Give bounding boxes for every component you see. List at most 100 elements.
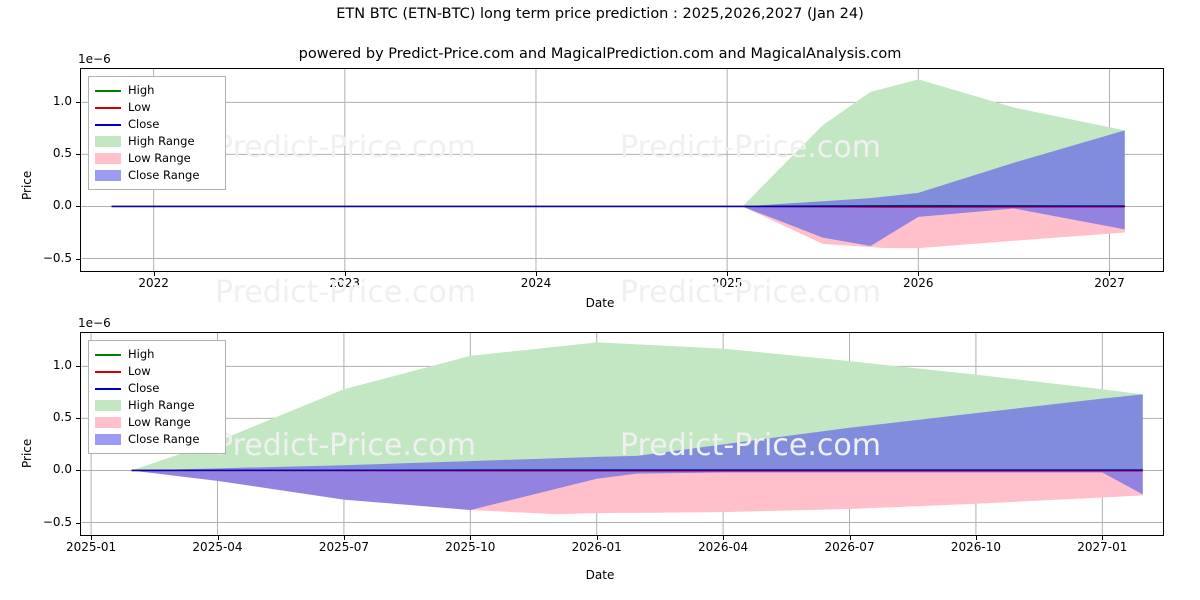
bottom-legend-label: Low Range (128, 415, 191, 429)
top-x-tickmark (153, 272, 155, 276)
bottom-y-tick-label: 0.5 (52, 410, 72, 425)
page-title: ETN BTC (ETN-BTC) long term price predic… (336, 6, 864, 22)
top-x-tickmark (727, 272, 729, 276)
top-y-tick-label: 0.5 (52, 146, 72, 161)
bottom-legend-label: Close (128, 381, 160, 395)
bottom-legend-swatch-icon (95, 434, 121, 445)
bottom-legend-swatch-icon (95, 370, 121, 373)
bottom-x-tick-label: 2025-10 (445, 540, 496, 554)
top-legend-swatch-icon (95, 170, 121, 181)
bottom-y-tickmark (76, 522, 80, 524)
bottom-y-tickmark (76, 418, 80, 420)
bottom-x-tickmark (470, 536, 472, 540)
bottom-x-tickmark (1102, 536, 1104, 540)
top-y-tick-label: 0.0 (52, 198, 72, 213)
top-x-axis-label: Date (585, 296, 615, 310)
bottom-legend-item-high: High (95, 346, 219, 363)
top-y-tickmark (76, 102, 80, 104)
top-x-tick-label: 2022 (138, 276, 169, 290)
top-y-tickmark (76, 206, 80, 208)
bottom-plot-area (80, 332, 1164, 536)
top-x-tickmark (918, 272, 920, 276)
bottom-legend-item-high-range: High Range (95, 397, 219, 414)
bottom-legend-label: Low (128, 364, 151, 378)
top-y-axis-label: Price (20, 170, 34, 200)
bottom-plot-svg (81, 333, 1163, 535)
top-x-tickmark (1109, 272, 1111, 276)
bottom-legend-item-low: Low (95, 363, 219, 380)
bottom-x-tickmark (596, 536, 598, 540)
top-y-tickmark (76, 258, 80, 260)
watermark-text: Predict-Price.com (215, 130, 476, 165)
top-legend-item-high-range: High Range (95, 133, 219, 150)
bottom-legend-item-close-range: Close Range (95, 431, 219, 448)
bottom-x-tickmark (343, 536, 345, 540)
page-subtitle: powered by Predict-Price.com and Magical… (298, 46, 902, 62)
top-x-tick-label: 2025 (711, 276, 743, 290)
bottom-x-tick-label: 2026-07 (824, 540, 875, 554)
top-legend-item-low-range: Low Range (95, 150, 219, 167)
bottom-x-tickmark (217, 536, 219, 540)
bottom-y-tickmark (76, 470, 80, 472)
bottom-legend-swatch-icon (95, 417, 121, 428)
top-legend-swatch-icon (95, 89, 121, 92)
top-legend-item-close-range: Close Range (95, 167, 219, 184)
top-y-tickmark (76, 154, 80, 156)
top-legend-swatch-icon (95, 106, 121, 109)
bottom-x-tick-label: 2026-01 (571, 540, 622, 554)
bottom-y-tick-label: −0.5 (42, 514, 72, 529)
top-legend-item-close: Close (95, 116, 219, 133)
top-legend-label: Close Range (128, 168, 200, 182)
bottom-legend-swatch-icon (95, 353, 121, 356)
top-legend-swatch-icon (95, 153, 121, 164)
top-legend-label: Close (128, 117, 160, 131)
top-y-tick-label: −0.5 (42, 250, 72, 265)
top-x-tick-label: 2026 (903, 276, 934, 290)
bottom-x-tick-label: 2026-10 (950, 540, 1001, 554)
bottom-y-tick-label: 1.0 (52, 358, 72, 373)
bottom-legend-label: High (128, 347, 155, 361)
watermark-text: Predict-Price.com (215, 428, 476, 463)
bottom-x-tickmark (91, 536, 93, 540)
top-legend-item-low: Low (95, 99, 219, 116)
bottom-legend-label: Close Range (128, 432, 200, 446)
top-legend-label: Low Range (128, 151, 191, 165)
bottom-legend-label: High Range (128, 398, 195, 412)
top-legend-label: High Range (128, 134, 195, 148)
top-y-offset-text: 1e−6 (78, 52, 111, 66)
top-legend-label: High (128, 83, 155, 97)
bottom-x-tick-label: 2026-04 (698, 540, 749, 554)
top-x-tickmark (344, 272, 346, 276)
watermark-text: Predict-Price.com (620, 130, 881, 165)
watermark-text: Predict-Price.com (620, 275, 881, 310)
bottom-x-tick-label: 2025-01 (66, 540, 117, 554)
bottom-y-tick-label: 0.0 (52, 462, 72, 477)
top-plot-area (80, 68, 1164, 272)
top-plot-svg (81, 69, 1163, 271)
top-x-tick-label: 2024 (520, 276, 552, 290)
bottom-x-tick-label: 2027-01 (1077, 540, 1128, 554)
bottom-y-tickmark (76, 366, 80, 368)
bottom-x-tickmark (723, 536, 725, 540)
bottom-x-axis-label: Date (585, 568, 615, 582)
bottom-x-tickmark (849, 536, 851, 540)
top-band-close-range (742, 130, 1125, 247)
top-legend-swatch-icon (95, 136, 121, 147)
bottom-x-tick-label: 2025-07 (318, 540, 369, 554)
top-legend: High Low Close High Range Low Range Close Ran… (88, 76, 226, 190)
bottom-y-offset-text: 1e−6 (78, 316, 111, 330)
bottom-band-close-range (131, 394, 1143, 511)
top-legend-item-high: High (95, 82, 219, 99)
bottom-legend: High Low Close High Range Low Range Close Ran… (88, 340, 226, 454)
bottom-legend-swatch-icon (95, 400, 121, 411)
top-y-tick-label: 1.0 (52, 94, 72, 109)
top-x-tickmark (535, 272, 537, 276)
top-legend-swatch-icon (95, 123, 121, 126)
watermark-text: Predict-Price.com (215, 275, 476, 310)
top-legend-label: Low (128, 100, 151, 114)
top-x-tick-label: 2027 (1094, 276, 1125, 290)
bottom-legend-item-low-range: Low Range (95, 414, 219, 431)
bottom-legend-swatch-icon (95, 387, 121, 390)
top-x-tick-label: 2023 (329, 276, 361, 290)
